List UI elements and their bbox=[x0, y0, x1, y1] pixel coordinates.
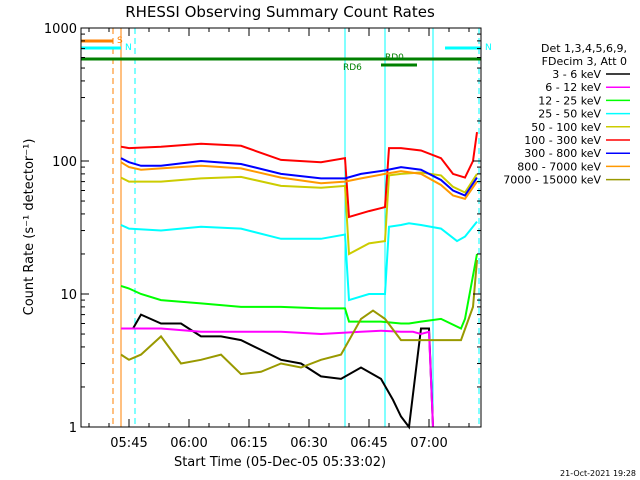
x-tick-label: 07:00 bbox=[410, 436, 447, 451]
series-line bbox=[120, 253, 478, 330]
chart-title: RHESSI Observing Summary Count Rates bbox=[125, 3, 435, 21]
x-tick-label: 06:00 bbox=[170, 436, 207, 451]
legend-label: 50 - 100 keV bbox=[531, 121, 601, 134]
legend-label: 300 - 800 keV bbox=[524, 147, 601, 160]
legend-label: 800 - 7000 keV bbox=[517, 160, 601, 173]
legend-header: FDecim 3, Att 0 bbox=[542, 55, 627, 68]
legend-label: 100 - 300 keV bbox=[524, 134, 601, 147]
series-line bbox=[132, 313, 434, 430]
footer-date: 21-Oct-2021 19:28 bbox=[560, 469, 636, 478]
y-axis-label: Count Rate (s⁻¹ detector⁻¹) bbox=[22, 139, 37, 316]
series-line bbox=[121, 327, 434, 428]
x-axis-label: Start Time (05-Dec-05 05:33:02) bbox=[174, 455, 386, 470]
series-line bbox=[120, 161, 478, 200]
x-tick-label: 06:15 bbox=[230, 436, 267, 451]
y-tick-label: 1000 bbox=[44, 22, 77, 37]
y-axis-ticks: 1 10 100 1000 bbox=[44, 22, 481, 436]
x-tick-label: 06:45 bbox=[350, 436, 387, 451]
y-tick-label: 1 bbox=[69, 421, 77, 436]
flag-bars: SNNRD0RD6 bbox=[81, 36, 492, 73]
series-line bbox=[120, 171, 478, 256]
legend: Det 1,3,4,5,6,9,FDecim 3, Att 03 - 6 keV… bbox=[503, 42, 630, 187]
series-line bbox=[120, 131, 478, 219]
x-tick-label: 05:45 bbox=[110, 436, 147, 451]
flag-label: RD6 bbox=[343, 63, 362, 73]
x-tick-label: 06:30 bbox=[290, 436, 327, 451]
legend-header: Det 1,3,4,5,6,9, bbox=[541, 42, 627, 55]
flag-label: N bbox=[125, 43, 132, 53]
legend-label: 3 - 6 keV bbox=[552, 68, 601, 81]
flag-label: N bbox=[485, 43, 492, 53]
series-line bbox=[120, 259, 478, 376]
series-lines bbox=[120, 131, 478, 430]
y-tick-label: 100 bbox=[52, 155, 77, 170]
y-tick-label: 10 bbox=[60, 288, 77, 303]
series-line bbox=[120, 220, 478, 302]
x-axis-ticks: 05:45 06:00 06:15 06:30 06:45 07:00 bbox=[88, 28, 470, 451]
flag-label: S bbox=[117, 36, 123, 46]
legend-label: 12 - 25 keV bbox=[538, 94, 601, 107]
plot-frame bbox=[80, 27, 482, 428]
legend-label: 6 - 12 keV bbox=[545, 81, 601, 94]
series-line bbox=[120, 157, 478, 197]
legend-label: 25 - 50 keV bbox=[538, 108, 601, 121]
legend-label: 7000 - 15000 keV bbox=[503, 174, 601, 187]
